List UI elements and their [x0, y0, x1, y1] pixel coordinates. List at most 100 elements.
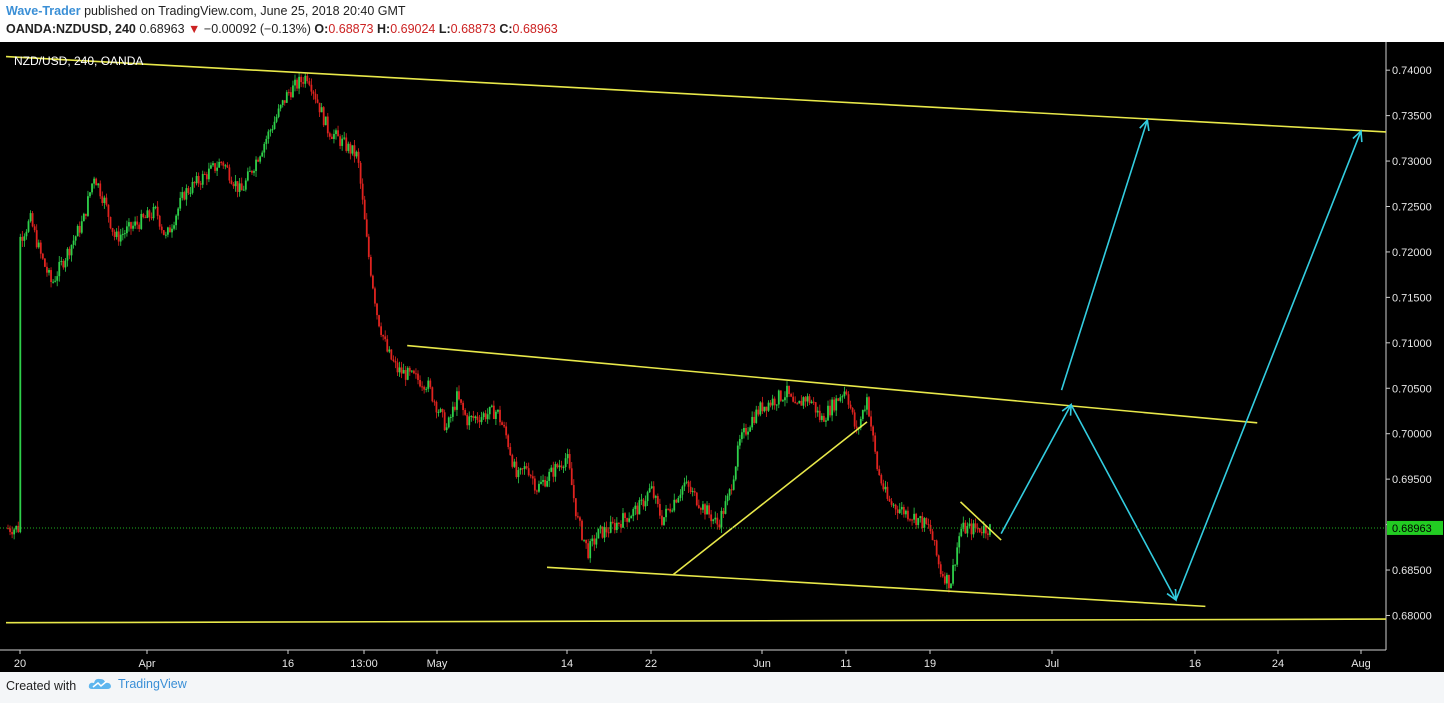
low-label: L:: [438, 22, 451, 36]
candle-up: [665, 508, 667, 518]
candle-down: [312, 91, 315, 94]
candle-up: [269, 130, 272, 132]
trendline[interactable]: [407, 344, 1258, 424]
candle-up: [644, 501, 647, 507]
chart-area[interactable]: 0.74000 0.73500 0.73000 0.72500 0.72000 0.715…: [0, 42, 1444, 672]
candle-up: [615, 522, 618, 531]
candle-up: [548, 471, 551, 481]
candle-down: [911, 519, 913, 521]
candle-down: [970, 523, 973, 535]
candle-down: [236, 181, 239, 192]
price-axis-label: 0.71500: [1392, 292, 1432, 304]
candle-down: [808, 396, 811, 404]
candle-down: [974, 523, 977, 529]
trendline[interactable]: [672, 421, 868, 576]
candle-up: [164, 234, 167, 236]
candle-down: [868, 397, 870, 417]
candle-down: [509, 447, 512, 456]
candle-up: [743, 427, 745, 433]
candle-up: [835, 398, 838, 411]
candle-down: [283, 100, 286, 103]
projection-arrow[interactable]: [1175, 130, 1362, 601]
candle-down: [529, 475, 532, 477]
candle-up: [126, 226, 128, 234]
candle-up: [952, 565, 954, 584]
projection-arrow[interactable]: [1060, 119, 1149, 391]
candle-up: [786, 385, 788, 398]
candle-up: [677, 497, 680, 503]
candle-down: [328, 133, 331, 137]
candle-down: [700, 508, 702, 510]
candle-up: [212, 163, 214, 166]
high-value: 0.69024: [390, 22, 436, 36]
candle-down: [927, 523, 930, 525]
price-axis-label: 0.68500: [1392, 565, 1432, 577]
time-axis-label: 16: [1189, 658, 1201, 670]
candle-up: [224, 165, 227, 167]
candle-down: [290, 92, 292, 98]
projection-arrow[interactable]: [1070, 404, 1177, 601]
candle-down: [503, 424, 505, 427]
candle-up: [859, 418, 862, 428]
projection-arrow[interactable]: [1000, 404, 1072, 535]
candle-up: [19, 236, 22, 533]
candle-down: [855, 426, 858, 429]
trendline[interactable]: [546, 566, 1206, 608]
candle-up: [173, 225, 175, 229]
candle-down: [240, 183, 243, 191]
author-link[interactable]: Wave-Trader: [6, 4, 81, 18]
trendline[interactable]: [959, 501, 1002, 541]
candle-up: [622, 513, 624, 528]
candle-down: [872, 426, 874, 436]
candle-up: [497, 409, 499, 412]
candle-down: [902, 506, 905, 515]
time-axis[interactable]: 20 Apr 16 13:00 May 14 22 Jun 11 19 Jul 16 24 Aug: [14, 650, 1371, 670]
candle-up: [304, 75, 307, 84]
candle-down: [232, 183, 235, 187]
candle-up: [603, 527, 606, 538]
candle-up: [966, 526, 969, 534]
candle-down: [466, 414, 469, 426]
candle-down: [484, 413, 487, 420]
candle-down: [85, 213, 87, 216]
candle-down: [613, 522, 616, 531]
candle-up: [591, 538, 594, 542]
candle-up: [15, 525, 18, 530]
candle-up: [66, 248, 69, 261]
candle-down: [400, 367, 403, 374]
trendline[interactable]: [5, 618, 1387, 624]
candle-down: [353, 145, 356, 157]
tradingview-brand[interactable]: TradingView: [88, 677, 187, 691]
candle-up: [244, 180, 247, 190]
trendline[interactable]: [5, 55, 1387, 133]
candle-down: [107, 204, 110, 217]
candle-up: [775, 404, 778, 406]
candle-down: [68, 248, 71, 256]
price-change: −0.00092 (−0.13%): [203, 22, 311, 36]
candle-down: [601, 526, 604, 538]
candle-down: [525, 466, 528, 469]
candles-layer: [7, 72, 991, 593]
candle-up: [87, 196, 89, 216]
candle-down: [138, 224, 141, 229]
candle-up: [242, 189, 245, 191]
candle-up: [763, 406, 766, 412]
candle-down: [413, 370, 415, 374]
candle-up: [691, 491, 694, 493]
candle-down: [886, 486, 889, 499]
candle-up: [195, 175, 198, 184]
candle-down: [95, 178, 98, 186]
candle-down: [624, 513, 626, 519]
candle-down: [380, 326, 382, 335]
candle-down: [435, 401, 438, 413]
price-chart[interactable]: 0.74000 0.73500 0.73000 0.72500 0.72000 0.715…: [0, 42, 1444, 672]
candle-down: [572, 485, 575, 499]
candle-up: [121, 233, 124, 235]
candle-up: [843, 391, 846, 397]
candle-down: [113, 231, 116, 237]
candle-down: [894, 504, 897, 510]
candle-down: [874, 435, 877, 452]
candle-down: [50, 270, 52, 283]
candle-up: [253, 171, 255, 173]
candle-up: [470, 415, 473, 417]
